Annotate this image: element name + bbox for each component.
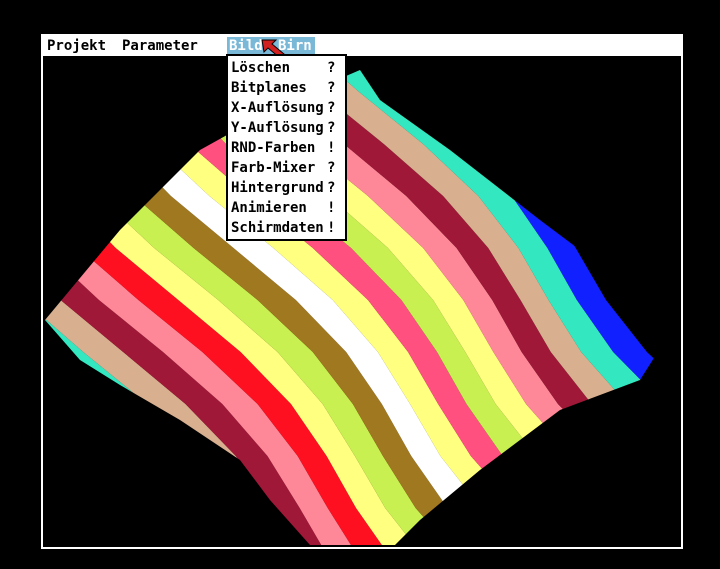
surface-band: [230, 70, 678, 545]
menu-item-label[interactable]: Farb-Mixer: [231, 160, 315, 176]
surface-band: [198, 70, 678, 545]
menu-title[interactable]: Projekt: [47, 38, 106, 54]
surface-band: [45, 70, 331, 545]
menu-item-marker: ?: [327, 180, 335, 196]
menu-item-label[interactable]: X-Auflösung: [231, 100, 324, 116]
surface-band: [336, 70, 678, 545]
menu-item-label[interactable]: Schirmdaten: [231, 220, 324, 236]
menu-title[interactable]: Birn: [278, 38, 312, 54]
menu-item-label[interactable]: Animieren: [231, 200, 307, 216]
surface-band: [45, 70, 361, 545]
menu-item-label[interactable]: RND-Farben: [231, 140, 315, 156]
menu-item-label[interactable]: Bitplanes: [231, 80, 307, 96]
menu-item-marker: ?: [327, 120, 335, 136]
surface-band: [82, 70, 577, 545]
menu-item-marker: ?: [327, 100, 335, 116]
surface-band: [264, 70, 678, 545]
menu-item-marker: ?: [327, 60, 335, 76]
menu-item-marker: ?: [327, 160, 335, 176]
surface-band: [45, 70, 427, 545]
dropdown-menu: [226, 54, 347, 241]
menu-item-label[interactable]: Hintergrund: [231, 180, 324, 196]
menu-items: Löschen ?Bitplanes ?X-Auflösung ?Y-Auflösun…: [231, 60, 335, 236]
menu-title[interactable]: Bild: [229, 38, 263, 54]
surface-band: [45, 70, 462, 545]
menu-bar: [43, 36, 681, 56]
surface-band: [299, 70, 678, 545]
menu-item-marker: !: [327, 220, 335, 236]
menu-item-marker: !: [327, 140, 335, 156]
menu-item-label[interactable]: Löschen: [231, 60, 290, 76]
menu-item-label[interactable]: Y-Auflösung: [231, 120, 324, 136]
menu-title[interactable]: Parameter: [122, 38, 198, 54]
menu-item-marker: !: [327, 200, 335, 216]
menu-item-marker: ?: [327, 80, 335, 96]
